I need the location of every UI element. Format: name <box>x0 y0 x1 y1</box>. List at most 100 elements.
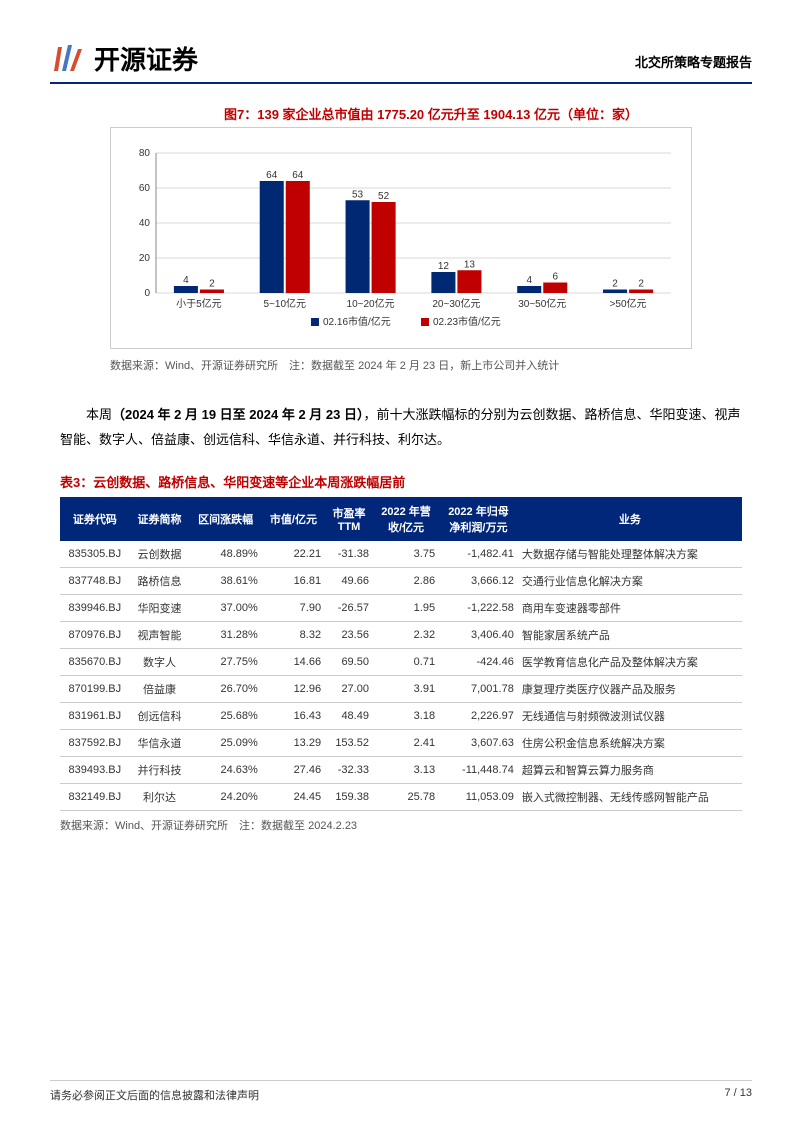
table-cell: 3,607.63 <box>439 730 518 757</box>
table-cell: 837592.BJ <box>60 730 130 757</box>
svg-text:>50亿元: >50亿元 <box>610 297 647 310</box>
body-prefix: 本周 <box>86 407 112 422</box>
table-cell: -1,482.41 <box>439 541 518 568</box>
table-row: 839946.BJ华阳变速37.00%7.90-26.571.95-1,222.… <box>60 595 742 622</box>
table-cell: 27.00 <box>325 676 373 703</box>
chart-caption: 图7：139 家企业总市值由 1775.20 亿元升至 1904.13 亿元（单… <box>110 104 752 123</box>
logo-text: 开源证券 <box>94 40 198 77</box>
table-cell: -1,222.58 <box>439 595 518 622</box>
table-cell: 31.28% <box>189 622 261 649</box>
svg-text:60: 60 <box>139 183 151 194</box>
table-header-cell: 市盈率TTM <box>325 497 373 541</box>
table-cell: 3,666.12 <box>439 568 518 595</box>
svg-text:小于5亿元: 小于5亿元 <box>176 297 222 310</box>
table-header-cell: 证券简称 <box>130 497 190 541</box>
table-cell: 超算云和智算云算力服务商 <box>518 757 742 784</box>
svg-text:13: 13 <box>464 259 476 270</box>
page-header: 开源证券 北交所策略专题报告 <box>50 40 752 77</box>
table-header-cell: 区间涨跌幅 <box>189 497 261 541</box>
svg-text:5~10亿元: 5~10亿元 <box>263 297 306 310</box>
svg-text:40: 40 <box>139 218 151 229</box>
table-cell: 数字人 <box>130 649 190 676</box>
table-cell: 839946.BJ <box>60 595 130 622</box>
svg-text:4: 4 <box>526 275 532 286</box>
table-cell: 24.20% <box>189 784 261 811</box>
table-cell: 3.91 <box>373 676 439 703</box>
svg-text:10~20亿元: 10~20亿元 <box>347 297 395 310</box>
table-cell: -32.33 <box>325 757 373 784</box>
table-cell: 832149.BJ <box>60 784 130 811</box>
table-cell: 住房公积金信息系统解决方案 <box>518 730 742 757</box>
table-cell: 无线通信与射频微波测试仪器 <box>518 703 742 730</box>
svg-text:30~50亿元: 30~50亿元 <box>518 297 566 310</box>
svg-text:12: 12 <box>438 261 450 272</box>
table-cell: 48.89% <box>189 541 261 568</box>
table-cell: 25.78 <box>373 784 439 811</box>
table-cell: 华阳变速 <box>130 595 190 622</box>
table-row: 870976.BJ视声智能31.28%8.3223.562.323,406.40… <box>60 622 742 649</box>
svg-text:64: 64 <box>266 170 278 181</box>
table-cell: 创远信科 <box>130 703 190 730</box>
table-cell: -31.38 <box>325 541 373 568</box>
svg-text:2: 2 <box>612 279 618 290</box>
body-paragraph: 本周（2024 年 2 月 19 日至 2024 年 2 月 23 日），前十大… <box>60 403 742 452</box>
table-cell: 49.66 <box>325 568 373 595</box>
table-header-cell: 2022 年营收/亿元 <box>373 497 439 541</box>
table-cell: 0.71 <box>373 649 439 676</box>
table-cell: 1.95 <box>373 595 439 622</box>
table-header-cell: 业务 <box>518 497 742 541</box>
table-cell: 839493.BJ <box>60 757 130 784</box>
table-cell: 24.45 <box>262 784 325 811</box>
table-cell: 华信永道 <box>130 730 190 757</box>
table-cell: 27.75% <box>189 649 261 676</box>
table-cell: 倍益康 <box>130 676 190 703</box>
table-cell: 嵌入式微控制器、无线传感网智能产品 <box>518 784 742 811</box>
table-cell: 2.86 <box>373 568 439 595</box>
table-cell: 14.66 <box>262 649 325 676</box>
report-type: 北交所策略专题报告 <box>635 52 752 71</box>
footer-disclaimer: 请务必参阅正文后面的信息披露和法律声明 <box>50 1087 259 1103</box>
chart-container: 02040608042小于5亿元64645~10亿元535210~20亿元121… <box>110 127 692 349</box>
table-source: 数据来源：Wind、开源证券研究所 注：数据截至 2024.2.23 <box>60 817 742 833</box>
table-row: 837748.BJ路桥信息38.61%16.8149.662.863,666.1… <box>60 568 742 595</box>
table-cell: 并行科技 <box>130 757 190 784</box>
table-cell: 153.52 <box>325 730 373 757</box>
table-cell: 大数据存储与智能处理整体解决方案 <box>518 541 742 568</box>
table-cell: 路桥信息 <box>130 568 190 595</box>
table-row: 835670.BJ数字人27.75%14.6669.500.71-424.46医… <box>60 649 742 676</box>
table-cell: 16.43 <box>262 703 325 730</box>
table-cell: 13.29 <box>262 730 325 757</box>
table-header-cell: 2022 年归母净利润/万元 <box>439 497 518 541</box>
table-row: 832149.BJ利尔达24.20%24.45159.3825.7811,053… <box>60 784 742 811</box>
table-cell: 医学教育信息化产品及整体解决方案 <box>518 649 742 676</box>
table-header-cell: 证券代码 <box>60 497 130 541</box>
table-caption: 表3：云创数据、路桥信息、华阳变速等企业本周涨跌幅居前 <box>60 472 752 491</box>
header-divider <box>50 82 752 84</box>
table-cell: 835305.BJ <box>60 541 130 568</box>
table-cell: 2.32 <box>373 622 439 649</box>
svg-text:02.16市值/亿元: 02.16市值/亿元 <box>323 315 391 328</box>
footer-page-number: 7 / 13 <box>724 1087 752 1103</box>
table-cell: 2.41 <box>373 730 439 757</box>
svg-text:02.23市值/亿元: 02.23市值/亿元 <box>433 315 501 328</box>
svg-text:2: 2 <box>638 279 644 290</box>
table-cell: 云创数据 <box>130 541 190 568</box>
table-cell: 3.75 <box>373 541 439 568</box>
table-cell: 视声智能 <box>130 622 190 649</box>
svg-text:0: 0 <box>144 288 150 299</box>
table-cell: 831961.BJ <box>60 703 130 730</box>
table-row: 835305.BJ云创数据48.89%22.21-31.383.75-1,482… <box>60 541 742 568</box>
table-cell: 3,406.40 <box>439 622 518 649</box>
table-cell: 25.68% <box>189 703 261 730</box>
table-cell: 3.13 <box>373 757 439 784</box>
table-cell: 交通行业信息化解决方案 <box>518 568 742 595</box>
table-cell: 870199.BJ <box>60 676 130 703</box>
table-cell: 22.21 <box>262 541 325 568</box>
table-cell: 38.61% <box>189 568 261 595</box>
table-cell: 870976.BJ <box>60 622 130 649</box>
table-body: 835305.BJ云创数据48.89%22.21-31.383.75-1,482… <box>60 541 742 811</box>
svg-text:6: 6 <box>552 272 558 283</box>
table-header-cell: 市值/亿元 <box>262 497 325 541</box>
table-cell: 837748.BJ <box>60 568 130 595</box>
table-row: 870199.BJ倍益康26.70%12.9627.003.917,001.78… <box>60 676 742 703</box>
